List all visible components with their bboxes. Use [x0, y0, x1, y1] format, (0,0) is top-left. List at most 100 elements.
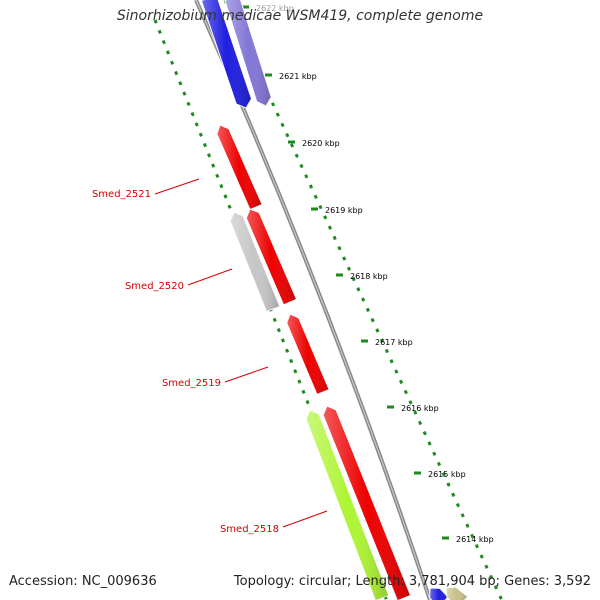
gene-label-leader	[282, 510, 328, 528]
gene-arrow[interactable]	[216, 124, 263, 211]
outer-tick-dot	[418, 420, 423, 426]
ruler-tick-label: 2619 kbp	[325, 206, 363, 215]
outer-tick-dot	[327, 225, 333, 230]
gene-shading	[306, 410, 389, 600]
outer-tick-dot	[380, 338, 385, 343]
outer-tick-dot	[493, 585, 498, 590]
inner-tick-dot	[219, 184, 224, 189]
outer-tick-dot	[285, 133, 290, 138]
gene-labels: Smed_2521 Smed_2520 Smed_2519 Smed_2518	[92, 178, 328, 535]
outer-tick-dot	[313, 194, 318, 200]
gene-arrow[interactable]	[200, 0, 252, 109]
ruler-tick-label: 2615 kbp	[428, 470, 466, 479]
gene-label[interactable]: Smed_2520	[125, 281, 184, 292]
gene-arrow[interactable]	[305, 409, 390, 600]
outer-tick-dot	[375, 328, 380, 333]
inner-tick-dot	[178, 81, 183, 86]
outer-tick-dot	[289, 143, 295, 148]
inner-tick-dot	[182, 91, 187, 96]
inner-tick-dot	[194, 122, 199, 127]
outer-tick-dot	[498, 595, 503, 600]
outer-tick-dot	[332, 235, 337, 241]
ruler-tick-label: 2614 kbp	[456, 535, 494, 544]
gene-shading	[230, 212, 280, 312]
gene-arrow[interactable]	[245, 208, 298, 306]
ruler-tick-label: 2621 kbp	[279, 72, 317, 81]
gene-shading	[429, 588, 449, 600]
outer-tick-dot	[370, 317, 375, 323]
outer-tick-dot	[460, 513, 465, 518]
outer-tick-dot	[484, 564, 489, 569]
outer-tick-dot	[384, 348, 389, 354]
outer-tick-dot	[446, 482, 451, 487]
outer-tick-dot	[465, 523, 470, 528]
gene-shading	[246, 209, 297, 305]
inner-tick-dot	[190, 112, 195, 117]
outer-tick-dot	[470, 533, 475, 539]
outer-tick-dot	[351, 276, 356, 282]
inner-tick-dot	[301, 389, 306, 395]
inner-tick-dot	[272, 317, 277, 323]
inner-tick-dot	[202, 142, 207, 148]
inner-tick-dot	[285, 348, 290, 353]
ruler: 2622 kbp 2621 kbp 2620 kbp 2619 kbp 2618 kbp…	[153, 0, 503, 600]
outer-tick-dot	[356, 287, 361, 292]
inner-tick-dot	[276, 328, 281, 333]
gene-arrow[interactable]	[224, 0, 272, 107]
gene-shading	[323, 406, 411, 600]
outer-tick-dot	[403, 389, 408, 395]
gene-arrow[interactable]	[322, 405, 412, 600]
outer-tick-dot	[474, 544, 479, 549]
gene-label-leader	[187, 268, 233, 286]
inner-tick-dot	[170, 60, 175, 65]
outer-tick-dot	[342, 256, 347, 261]
gene-label[interactable]: Smed_2519	[162, 378, 221, 389]
gene-shading	[224, 0, 272, 106]
gene-label-leader	[154, 178, 200, 195]
inner-tick-dot	[174, 70, 179, 76]
outer-tick-dot	[323, 215, 328, 220]
ruler-tick-label: 2616 kbp	[401, 404, 439, 413]
outer-tick-dot	[451, 492, 456, 498]
outer-tick-dot	[422, 431, 427, 436]
gene-label[interactable]: Smed_2518	[220, 524, 279, 535]
gene-track	[200, 0, 469, 600]
gene-shading	[201, 0, 252, 108]
inner-tick-dot	[207, 153, 212, 158]
inner-tick-dot	[223, 194, 228, 199]
outer-tick-dot	[280, 122, 285, 128]
map-title: Sinorhizobium medicae WSM419, complete g…	[116, 8, 484, 24]
outer-tick-dot	[365, 307, 370, 313]
gene-arrow[interactable]	[429, 587, 449, 600]
outer-tick-dot	[408, 400, 413, 405]
outer-tick-dot	[275, 112, 280, 117]
inner-tick-dot	[289, 358, 294, 364]
ruler-tick-label: 2622 kbp	[256, 4, 294, 13]
ruler-tick-label: 2617 kbp	[375, 338, 413, 347]
gene-shading	[446, 587, 468, 600]
accession-text: Accession: NC_009636	[9, 574, 157, 589]
outer-tick-dot	[346, 266, 351, 271]
genome-summary-text: Topology: circular; Length: 3,781,904 bp…	[233, 574, 591, 589]
outer-tick-dot	[413, 410, 418, 415]
inner-tick-dot	[161, 40, 166, 45]
inner-tick-dot	[186, 101, 191, 107]
gene-label[interactable]: Smed_2521	[92, 189, 151, 200]
gene-arrow[interactable]	[286, 313, 330, 396]
ruler-tick-label: 2620 kbp	[302, 139, 340, 148]
outer-tick-dot	[308, 184, 314, 189]
gene-shading	[286, 314, 329, 395]
outer-tick-dot	[489, 574, 494, 580]
gene-arrow[interactable]	[445, 586, 469, 600]
gene-arrow[interactable]	[229, 211, 281, 313]
outer-tick-dot	[427, 441, 432, 446]
outer-tick-dot	[304, 174, 309, 179]
inner-tick-dot	[211, 163, 216, 168]
inner-tick-dot	[198, 132, 203, 137]
outer-tick-dot	[455, 502, 461, 508]
inner-tick-dot	[157, 29, 162, 35]
outer-tick-dot	[436, 461, 442, 467]
outer-tick-dot	[361, 297, 366, 302]
gene-label-leader	[224, 366, 269, 383]
